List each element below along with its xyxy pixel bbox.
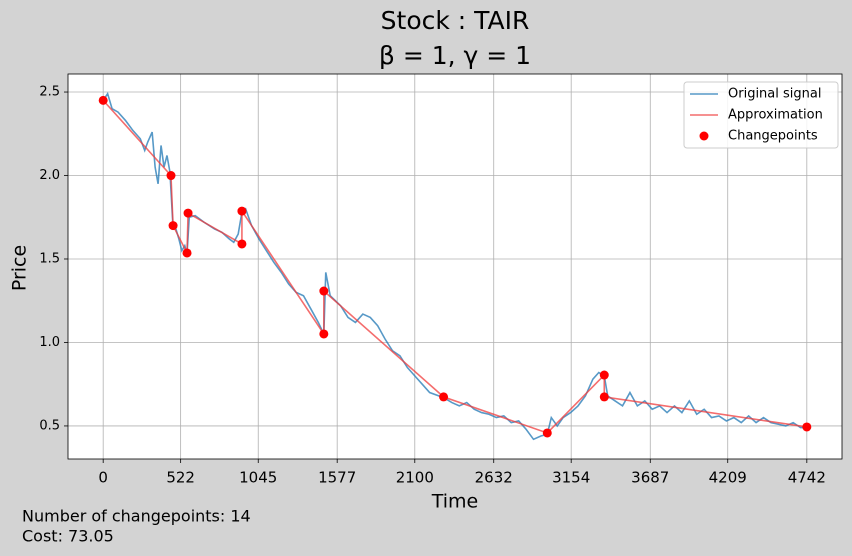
- legend-label: Changepoints: [728, 129, 818, 144]
- changepoint: [237, 239, 247, 249]
- y-tick-label: 2.0: [39, 168, 60, 183]
- x-tick-label: 2100: [396, 469, 434, 487]
- changepoint: [166, 171, 176, 181]
- y-tick-label: 1.5: [39, 251, 60, 266]
- changepoint: [98, 95, 108, 105]
- chart-title: Stock : TAIR: [381, 6, 530, 35]
- footer-note: Number of changepoints: 14: [22, 507, 251, 526]
- changepoint: [542, 428, 552, 438]
- legend-label: Original signal: [728, 87, 821, 102]
- x-tick-label: 4209: [709, 469, 747, 487]
- changepoint: [599, 392, 609, 402]
- x-tick-label: 0: [98, 469, 108, 487]
- legend-box: [683, 81, 839, 149]
- x-tick-label: 2632: [475, 469, 513, 487]
- x-tick-label: 1577: [318, 469, 356, 487]
- changepoint: [439, 392, 449, 402]
- changepoint: [802, 422, 812, 432]
- changepoint: [237, 206, 247, 216]
- y-axis-label: Price: [9, 245, 31, 291]
- footer-note: Cost: 73.05: [22, 527, 114, 546]
- plot-frame: [67, 73, 843, 460]
- x-tick-label: 522: [166, 469, 195, 487]
- changepoint: [182, 248, 192, 258]
- changepoint: [183, 208, 193, 218]
- y-tick-label: 0.5: [39, 418, 60, 433]
- changepoint: [168, 221, 178, 231]
- x-tick-label: 4742: [788, 469, 826, 487]
- chart-subtitle: β = 1, γ = 1: [379, 41, 531, 70]
- changepoint: [319, 286, 329, 296]
- x-tick-label: 1045: [239, 469, 277, 487]
- legend-label: Approximation: [728, 108, 823, 123]
- changepoint: [319, 329, 329, 339]
- series-line: [102, 99, 807, 434]
- x-tick-label: 3154: [552, 469, 590, 487]
- y-tick-label: 1.0: [39, 335, 60, 350]
- changepoint: [599, 370, 609, 380]
- legend-swatch: [699, 131, 709, 141]
- x-axis-label: Time: [431, 491, 479, 513]
- y-tick-label: 2.5: [39, 85, 60, 100]
- x-tick-label: 3687: [631, 469, 669, 487]
